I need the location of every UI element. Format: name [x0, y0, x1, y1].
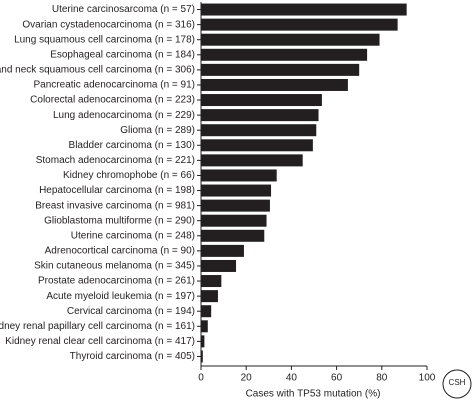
- bar: [201, 139, 313, 152]
- y-tick-label: Kidney chromophobe (n = 66): [63, 170, 195, 181]
- x-tick-label: 100: [419, 373, 436, 384]
- x-axis-label: Cases with TP53 mutation (%): [246, 389, 381, 400]
- bar: [201, 350, 203, 363]
- bar: [201, 275, 222, 288]
- bar: [201, 199, 270, 212]
- y-tick-label: Esophageal carcinoma (n = 184): [50, 49, 195, 60]
- bar: [201, 184, 272, 197]
- bar: [201, 63, 360, 76]
- bar: [201, 229, 265, 242]
- x-tick-label: 20: [241, 373, 253, 384]
- bar: [201, 3, 407, 16]
- bar: [201, 259, 237, 272]
- y-tick-label: Lung squamous cell carcinoma (n = 178): [14, 34, 195, 45]
- logo-ring: [442, 369, 472, 399]
- y-tick-label: Prostate adenocarcinoma (n = 261): [38, 276, 195, 287]
- y-tick-label: Pancreatic adenocarcinoma (n = 91): [34, 80, 195, 91]
- bar: [201, 320, 208, 333]
- y-tick-label: Colorectal adenocarcinoma (n = 223): [30, 95, 195, 106]
- bar: [201, 109, 319, 122]
- y-tick-label: Head and neck squamous cell carcinoma (n…: [0, 65, 195, 76]
- x-tick-label: 80: [376, 373, 388, 384]
- bar: [201, 154, 303, 167]
- y-tick-label: Adrenocortical carcinoma (n = 90): [45, 246, 195, 257]
- bar: [201, 214, 267, 227]
- logo: CSH: [449, 378, 466, 387]
- y-tick-label: Bladder carcinoma (n = 130): [69, 140, 195, 151]
- y-tick-label: Glioblastoma multiforme (n = 290): [44, 215, 195, 226]
- bar: [201, 244, 244, 257]
- y-tick-label: Ovarian cystadenocarcinoma (n = 316): [22, 19, 195, 30]
- y-tick-label: Lung adenocarcinoma (n = 229): [53, 110, 195, 121]
- y-tick-label: Breast invasive carcinoma (n = 981): [35, 200, 195, 211]
- bar: [201, 78, 348, 91]
- x-tick-label: 60: [331, 373, 343, 384]
- bar: [201, 124, 317, 137]
- bar: [201, 18, 398, 31]
- bar: [201, 335, 205, 348]
- y-tick-label: Cervical carcinoma (n = 194): [67, 306, 195, 317]
- bar: [201, 169, 277, 182]
- bar: [201, 305, 212, 318]
- bar: [201, 48, 368, 61]
- x-tick-label: 0: [198, 373, 204, 384]
- bar: [201, 94, 322, 107]
- y-tick-label: Thyroid carcinoma (n = 405): [70, 351, 195, 362]
- y-tick-label: Skin cutaneous melanoma (n = 345): [34, 261, 195, 272]
- y-tick-label: Uterine carcinosarcoma (n = 57): [52, 4, 195, 15]
- y-tick-label: Kidney renal papillary cell carcinoma (n…: [0, 321, 195, 332]
- bar: [201, 290, 218, 303]
- y-tick-label: Glioma (n = 289): [120, 125, 195, 136]
- y-tick-label: Acute myeloid leukemia (n = 197): [46, 291, 195, 302]
- y-tick-label: Kidney renal clear cell carcinoma (n = 4…: [5, 336, 195, 347]
- bar: [201, 33, 380, 46]
- y-tick-label: Hepatocellular carcinoma (n = 198): [39, 185, 195, 196]
- x-tick-label: 40: [286, 373, 298, 384]
- y-tick-label: Uterine carcinoma (n = 248): [71, 230, 195, 241]
- y-tick-label: Stomach adenocarcinoma (n = 221): [36, 155, 195, 166]
